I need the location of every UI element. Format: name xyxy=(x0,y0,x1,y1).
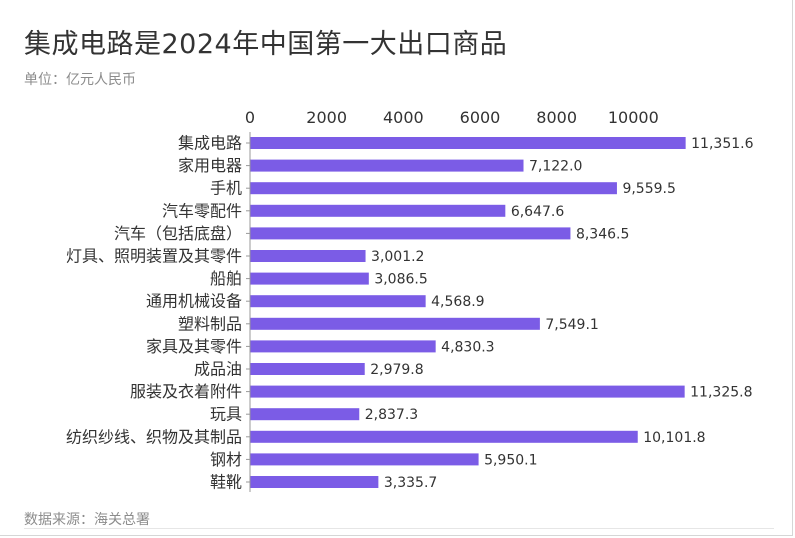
bar xyxy=(250,295,426,308)
value-label: 4,568.9 xyxy=(431,294,484,310)
category-label: 成品油 xyxy=(194,360,242,379)
value-label: 5,950.1 xyxy=(484,452,537,468)
category-label: 灯具、照明装置及其零件 xyxy=(66,247,242,266)
category-label: 服装及衣着附件 xyxy=(130,382,242,401)
value-label: 11,325.8 xyxy=(690,385,752,401)
value-label: 9,559.5 xyxy=(622,181,675,197)
bar xyxy=(250,363,365,375)
x-tick-label: 2000 xyxy=(306,108,347,127)
bar xyxy=(250,453,479,466)
chart-title: 集成电路是2024年中国第一大出口商品 xyxy=(24,29,508,60)
bar xyxy=(250,159,524,172)
bar xyxy=(250,340,436,353)
value-label: 7,549.1 xyxy=(545,317,598,333)
bar xyxy=(250,317,540,330)
category-label: 塑料制品 xyxy=(178,314,242,333)
bar xyxy=(250,250,366,262)
category-label: 船舶 xyxy=(210,269,242,288)
category-label: 家用电器 xyxy=(178,156,242,175)
category-label: 钢材 xyxy=(210,450,242,469)
value-label: 3,086.5 xyxy=(374,272,427,288)
bar xyxy=(250,408,360,421)
value-label: 4,830.3 xyxy=(441,339,494,355)
unit-label: 单位：亿元人民币 xyxy=(24,72,136,88)
x-tick-label: 10000 xyxy=(608,108,659,127)
x-tick-label: 0 xyxy=(245,108,255,127)
category-label: 玩具 xyxy=(210,405,242,424)
category-label: 鞋靴 xyxy=(210,473,242,492)
bar xyxy=(250,182,617,195)
category-label: 家具及其零件 xyxy=(146,337,242,356)
source-label: 数据来源：海关总署 xyxy=(24,512,150,528)
category-label: 通用机械设备 xyxy=(146,292,242,311)
footer-divider xyxy=(24,528,774,529)
bar xyxy=(250,204,506,217)
value-label: 3,335.7 xyxy=(384,475,437,491)
value-label: 11,351.6 xyxy=(691,136,753,152)
x-tick-label: 6000 xyxy=(460,108,501,127)
category-label: 集成电路 xyxy=(178,134,242,153)
category-label: 汽车零配件 xyxy=(162,201,242,220)
value-label: 8,346.5 xyxy=(576,226,629,242)
category-label: 纺织纱线、织物及其制品 xyxy=(66,427,242,446)
value-label: 7,122.0 xyxy=(529,159,582,175)
bar xyxy=(250,137,686,149)
bar xyxy=(250,430,638,443)
bar xyxy=(250,385,685,398)
value-label: 10,101.8 xyxy=(643,430,705,446)
value-label: 2,837.3 xyxy=(365,407,418,423)
bar xyxy=(250,227,571,240)
category-label: 汽车（包括底盘） xyxy=(114,224,242,243)
value-label: 3,001.2 xyxy=(371,249,424,265)
x-tick-label: 8000 xyxy=(536,108,577,127)
value-label: 2,979.8 xyxy=(370,362,423,378)
bar xyxy=(250,476,379,488)
category-label: 手机 xyxy=(210,179,242,198)
x-tick-label: 4000 xyxy=(383,108,424,127)
value-label: 6,647.6 xyxy=(511,204,565,220)
bar xyxy=(250,272,369,285)
